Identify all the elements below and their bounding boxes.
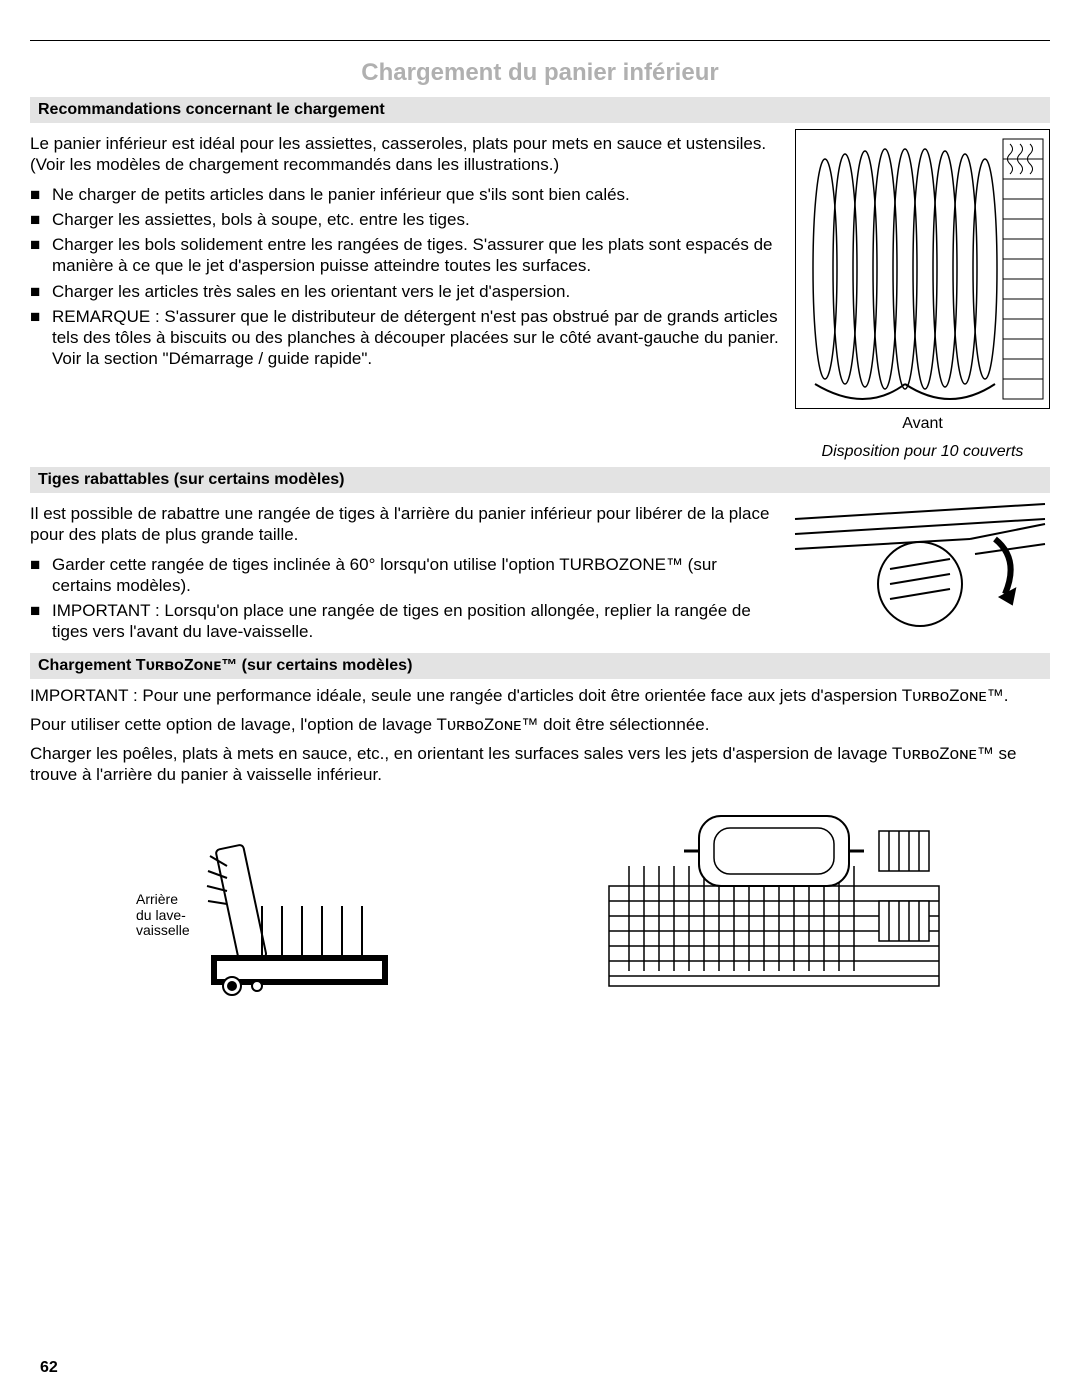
section1-b4: ■Charger les articles très sales en les …	[30, 281, 785, 302]
rear-spray-illustration	[202, 836, 392, 996]
section3-p2: Pour utiliser cette option de lavage, l'…	[30, 714, 1050, 735]
section2-b2: ■IMPORTANT : Lorsqu'on place une rangée …	[30, 600, 780, 643]
section1-header: Recommandations concernant le chargement	[30, 97, 1050, 123]
section2-header: Tiges rabattables (sur certains modèles)	[30, 467, 1050, 493]
section3-header: Chargement TᴜʀʙᴏZᴏɴᴇ™ (sur certains modè…	[30, 653, 1050, 679]
section1-p1: Le panier inférieur est idéal pour les a…	[30, 133, 785, 176]
section1-b2: ■Charger les assiettes, bols à soupe, et…	[30, 209, 785, 230]
section1-fig-label: Avant	[795, 415, 1050, 433]
section3-figures: Arrière du lave-vaisselle	[30, 806, 1050, 996]
section3-fig-right	[604, 806, 944, 996]
section2-row: Il est possible de rabattre une rangée d…	[30, 499, 1050, 647]
section2-figure	[790, 499, 1050, 629]
page-title: Chargement du panier inférieur	[30, 59, 1050, 87]
section2-b1: ■Garder cette rangée de tiges inclinée à…	[30, 554, 780, 597]
foldable-tines-illustration	[790, 499, 1050, 629]
section2-text: Il est possible de rabattre une rangée d…	[30, 499, 780, 647]
section3-fig-left-label: Arrière du lave-vaisselle	[136, 892, 196, 938]
turbozone-rack-illustration	[604, 806, 944, 996]
bullet-marker: ■	[30, 234, 44, 277]
section1-b1: ■Ne charger de petits articles dans le p…	[30, 184, 785, 205]
page-number: 62	[40, 1359, 58, 1377]
section2-p1: Il est possible de rabattre une rangée d…	[30, 503, 780, 546]
bullet-marker: ■	[30, 209, 44, 230]
section1-b5: ■REMARQUE : S'assurer que le distributeu…	[30, 306, 785, 370]
section1-figure: Avant Disposition pour 10 couverts	[795, 129, 1050, 461]
bullet-marker: ■	[30, 184, 44, 205]
section3-p1: IMPORTANT : Pour une performance idéale,…	[30, 685, 1050, 706]
dishwasher-rack-illustration	[795, 129, 1050, 409]
section3-p3: Charger les poêles, plats à mets en sauc…	[30, 743, 1050, 786]
top-rule	[30, 40, 1050, 41]
section1-text: Le panier inférieur est idéal pour les a…	[30, 129, 785, 374]
section1-fig-caption: Disposition pour 10 couverts	[795, 443, 1050, 461]
bullet-marker: ■	[30, 306, 44, 370]
section1-b3: ■Charger les bols solidement entre les r…	[30, 234, 785, 277]
section1-row: Le panier inférieur est idéal pour les a…	[30, 129, 1050, 461]
bullet-marker: ■	[30, 281, 44, 302]
bullet-marker: ■	[30, 554, 44, 597]
bullet-marker: ■	[30, 600, 44, 643]
section3-fig-left: Arrière du lave-vaisselle	[136, 836, 392, 996]
